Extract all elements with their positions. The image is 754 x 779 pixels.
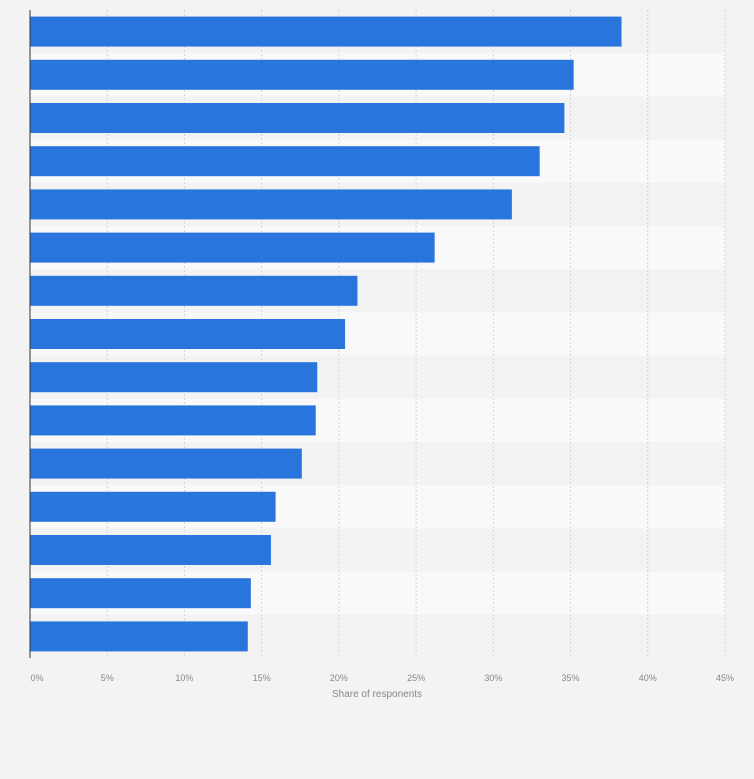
bar[interactable]	[30, 189, 512, 220]
bar[interactable]	[30, 319, 346, 349]
bar[interactable]	[30, 535, 271, 565]
bar[interactable]	[30, 59, 574, 90]
bar[interactable]	[30, 16, 622, 47]
bar[interactable]	[30, 448, 302, 479]
bar[interactable]	[30, 146, 540, 177]
x-tick-label: 5%	[101, 673, 114, 683]
x-tick-label: 20%	[330, 673, 348, 683]
bar[interactable]	[30, 491, 276, 522]
x-tick-label: 10%	[175, 673, 193, 683]
bar[interactable]	[30, 103, 565, 133]
bar[interactable]	[30, 232, 435, 263]
x-tick-label: 15%	[253, 673, 271, 683]
bar[interactable]	[30, 275, 358, 306]
x-tick-label: 45%	[716, 673, 734, 683]
bar[interactable]	[30, 362, 318, 393]
x-tick-label: 0%	[30, 673, 43, 683]
bar[interactable]	[30, 405, 316, 436]
bar[interactable]	[30, 621, 248, 652]
x-tick-label: 25%	[407, 673, 425, 683]
x-tick-label: 30%	[484, 673, 502, 683]
x-axis-label: Share of responents	[332, 689, 422, 700]
bar[interactable]	[30, 578, 251, 609]
x-tick-label: 35%	[562, 673, 580, 683]
x-tick-label: 40%	[639, 673, 657, 683]
